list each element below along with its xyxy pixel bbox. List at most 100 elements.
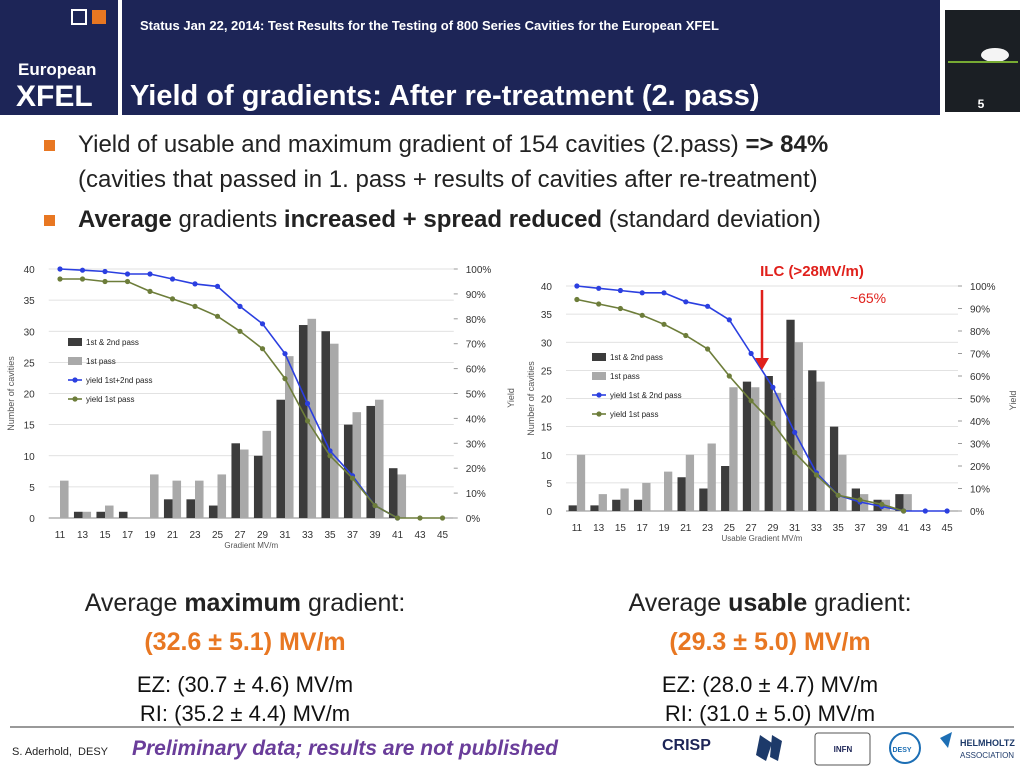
- bar: [253, 455, 263, 518]
- y2-tick-label: 20%: [970, 462, 990, 473]
- x-tick-label: 21: [680, 523, 692, 534]
- header-band: [0, 0, 940, 115]
- legend-swatch: [68, 357, 82, 365]
- bullet-text: (cavities that passed in 1. pass + resul…: [78, 166, 818, 193]
- y2-tick-label: 60%: [466, 365, 486, 376]
- bar: [677, 477, 686, 511]
- bar: [633, 499, 643, 511]
- summary-heading-part: usable: [728, 589, 807, 617]
- bar: [388, 468, 398, 518]
- bar: [150, 474, 159, 518]
- bar: [172, 480, 182, 518]
- y2-tick-label: 10%: [466, 489, 486, 500]
- x-tick-label: 25: [212, 530, 224, 541]
- y2-tick-label: 100%: [466, 265, 492, 276]
- x-tick-label: 41: [392, 530, 404, 541]
- bar: [721, 466, 730, 511]
- y-tick-label: 0: [29, 514, 35, 525]
- x-tick-label: 35: [324, 530, 336, 541]
- y-axis-label: Number of cavities: [6, 356, 16, 431]
- annotation: Yield: [506, 388, 516, 408]
- yield-line: [57, 276, 446, 521]
- logo-text: ASSOCIATION: [960, 751, 1014, 760]
- x-tick-label: 17: [637, 523, 649, 534]
- y2-tick-label: 0%: [970, 507, 985, 518]
- bar: [838, 454, 847, 511]
- bar: [118, 511, 128, 518]
- bar: [217, 474, 227, 518]
- y2-tick-label: 50%: [466, 390, 486, 401]
- bullet-text-part: (cavities that passed in 1. pass + resul…: [78, 166, 818, 193]
- logo-text: DESY: [892, 747, 911, 754]
- bar: [73, 511, 83, 518]
- x-tick-label: 27: [746, 523, 758, 534]
- summary-heading: Average usable gradient:: [628, 589, 911, 617]
- bar: [352, 412, 362, 518]
- bar: [620, 488, 629, 511]
- y-tick-label: 5: [546, 479, 552, 490]
- bullet-text: Yield of usable and maximum gradient of …: [78, 131, 828, 158]
- x-tick-label: 45: [942, 523, 954, 534]
- y-tick-label: 20: [24, 390, 36, 401]
- bar: [397, 474, 407, 518]
- legend-dot: [72, 377, 78, 383]
- y-tick-label: 5: [29, 483, 35, 494]
- legend-label: 1st pass: [86, 357, 116, 366]
- y2-tick-label: 30%: [466, 439, 486, 450]
- header-image-glow: [981, 48, 1009, 62]
- logo-text: European: [18, 60, 96, 79]
- bar: [808, 370, 817, 511]
- summary-value: (32.6 ± 5.1) MV/m: [144, 628, 345, 656]
- bar: [642, 482, 651, 511]
- y-tick-label: 25: [541, 366, 553, 377]
- y2-tick-label: 30%: [970, 440, 990, 451]
- bar: [598, 494, 607, 511]
- yield-line: [574, 296, 907, 514]
- y2-axis-label: Yield: [1008, 391, 1018, 411]
- y2-tick-label: 70%: [466, 340, 486, 351]
- bar: [590, 505, 599, 511]
- bar: [96, 511, 105, 518]
- summary-heading-part: Average: [628, 589, 728, 617]
- annotation: ~65%: [850, 290, 886, 306]
- x-tick-label: 31: [789, 523, 801, 534]
- y2-tick-label: 20%: [466, 464, 486, 475]
- logo-text: CRISP: [662, 737, 711, 754]
- x-tick-label: 23: [702, 523, 714, 534]
- x-tick-label: 23: [189, 530, 201, 541]
- x-tick-label: 13: [593, 523, 605, 534]
- y2-tick-label: 80%: [970, 327, 990, 338]
- page-number: 5: [978, 97, 985, 111]
- x-tick-label: 35: [833, 523, 845, 534]
- bar: [321, 331, 330, 518]
- x-tick-label: 29: [257, 530, 269, 541]
- x-tick-label: 15: [615, 523, 627, 534]
- bar: [568, 505, 577, 511]
- y-tick-label: 15: [24, 421, 36, 432]
- bar: [707, 443, 716, 511]
- summary-detail: EZ: (28.0 ± 4.7) MV/m: [662, 672, 878, 697]
- summary-detail: RI: (31.0 ± 5.0) MV/m: [665, 701, 875, 726]
- summary-heading-part: gradient:: [301, 589, 405, 617]
- bar: [685, 454, 695, 511]
- bar: [82, 511, 92, 518]
- y2-tick-label: 10%: [970, 485, 990, 496]
- legend-swatch: [68, 338, 82, 346]
- x-axis-label: Usable Gradient MV/m: [722, 534, 803, 543]
- y2-tick-label: 40%: [970, 417, 990, 428]
- logo-text: HELMHOLTZ: [960, 738, 1015, 748]
- bar: [375, 399, 384, 518]
- legend-swatch: [592, 372, 606, 380]
- bar: [576, 454, 586, 511]
- disclaimer: Preliminary data; results are not publis…: [132, 737, 559, 760]
- legend-label: 1st pass: [610, 372, 640, 381]
- x-tick-label: 41: [898, 523, 910, 534]
- summary-value: (29.3 ± 5.0) MV/m: [669, 628, 870, 656]
- y-tick-label: 10: [541, 451, 553, 462]
- y-tick-label: 20: [541, 395, 553, 406]
- bar: [186, 499, 195, 518]
- summary-heading-part: Average: [85, 589, 185, 617]
- y2-tick-label: 50%: [970, 395, 990, 406]
- legend-dot: [596, 411, 602, 417]
